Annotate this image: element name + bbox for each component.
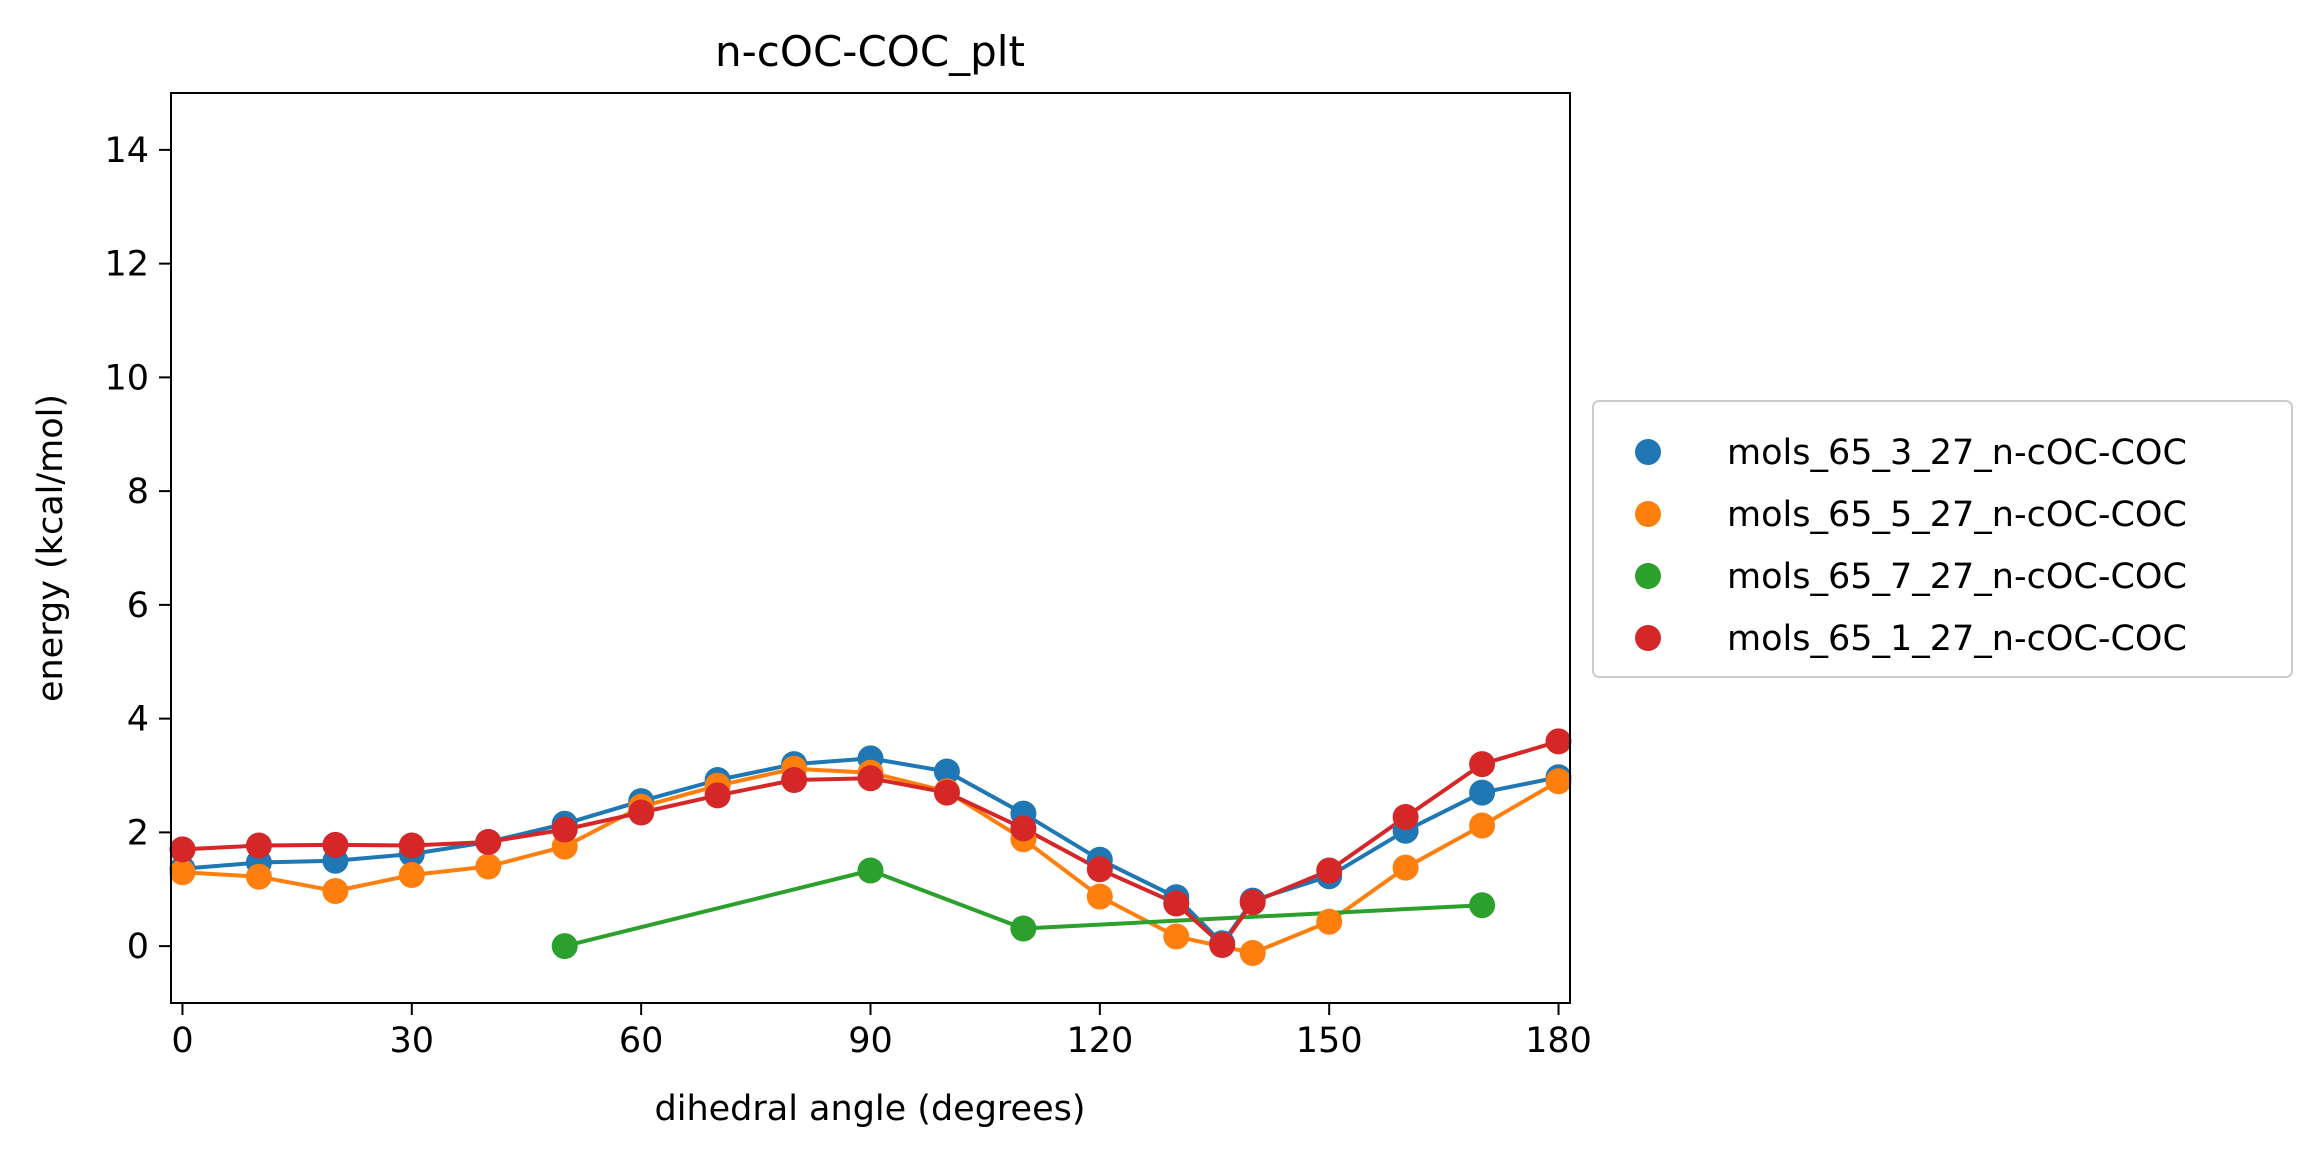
data-point-s2-2 bbox=[322, 878, 349, 904]
legend-marker-1 bbox=[1635, 439, 1661, 465]
data-point-s4-0 bbox=[169, 836, 196, 863]
x-tick-label-180: 180 bbox=[1525, 1021, 1592, 1061]
y-tick-label-14: 14 bbox=[104, 131, 149, 171]
y-tick-label-4: 4 bbox=[127, 700, 149, 740]
data-point-s2-17 bbox=[1469, 812, 1496, 839]
data-point-s4-18 bbox=[1469, 751, 1496, 778]
x-tick-label-90: 90 bbox=[848, 1021, 893, 1061]
y-tick-label-2: 2 bbox=[127, 813, 149, 853]
ticks-layer: 0 30 60 90 120 150 180 0 2 4 6 8 10 12 14 bbox=[104, 131, 1591, 1061]
data-point-s4-11 bbox=[1010, 815, 1037, 842]
legend-label-3: mols_65_7_27_n-cOC-COC bbox=[1727, 557, 2187, 597]
y-tick-label-8: 8 bbox=[127, 472, 149, 512]
y-tick-label-12: 12 bbox=[104, 245, 149, 285]
legend-frame bbox=[1592, 400, 2293, 678]
data-point-s2-15 bbox=[1316, 908, 1343, 935]
data-point-s4-5 bbox=[551, 816, 578, 843]
data-point-s4-4 bbox=[475, 829, 502, 855]
data-point-s4-2 bbox=[322, 831, 349, 858]
data-point-s4-16 bbox=[1316, 857, 1343, 884]
y-axis-title: energy (kcal/mol) bbox=[31, 394, 71, 702]
legend-marker-3 bbox=[1635, 563, 1661, 589]
data-point-s3-3 bbox=[1469, 892, 1496, 919]
data-point-s4-12 bbox=[1086, 856, 1113, 883]
plot-layer bbox=[169, 728, 1572, 966]
data-point-s4-7 bbox=[704, 782, 731, 809]
x-tick-label-0: 0 bbox=[171, 1021, 193, 1061]
data-point-s4-6 bbox=[628, 799, 655, 826]
data-point-s4-13 bbox=[1163, 890, 1190, 917]
data-point-s1-10 bbox=[933, 758, 960, 785]
data-point-s4-17 bbox=[1392, 804, 1419, 830]
legend-label-2: mols_65_5_27_n-cOC-COC bbox=[1727, 495, 2187, 535]
x-axis-title: dihedral angle (degrees) bbox=[655, 1089, 1086, 1129]
legend-label-1: mols_65_3_27_n-cOC-COC bbox=[1727, 433, 2187, 473]
x-tick-label-120: 120 bbox=[1066, 1021, 1133, 1061]
legend: mols_65_3_27_n-cOC-COC mols_65_5_27_n-cOC… bbox=[1592, 400, 2293, 678]
data-point-s4-19 bbox=[1545, 728, 1572, 755]
data-point-s4-14 bbox=[1209, 932, 1236, 958]
data-point-s2-14 bbox=[1239, 940, 1266, 966]
data-point-s3-2 bbox=[1010, 915, 1037, 942]
chart-title: n-cOC-COC_plt bbox=[715, 27, 1025, 76]
data-point-s4-8 bbox=[781, 767, 808, 793]
legend-marker-4 bbox=[1635, 625, 1661, 651]
data-point-s4-9 bbox=[857, 765, 884, 792]
data-point-s2-4 bbox=[475, 853, 502, 880]
legend-marker-2 bbox=[1635, 501, 1661, 527]
data-point-s2-16 bbox=[1392, 854, 1419, 881]
data-point-s2-13 bbox=[1163, 923, 1190, 950]
data-point-s2-12 bbox=[1086, 883, 1113, 910]
legend-items: mols_65_3_27_n-cOC-COC mols_65_5_27_n-cOC… bbox=[1635, 433, 2187, 659]
x-tick-label-60: 60 bbox=[619, 1021, 664, 1061]
data-point-s4-15 bbox=[1239, 889, 1266, 916]
data-point-s2-1 bbox=[245, 863, 272, 890]
x-tick-label-150: 150 bbox=[1296, 1021, 1363, 1061]
x-tick-label-30: 30 bbox=[390, 1021, 435, 1061]
data-point-s2-3 bbox=[398, 862, 425, 888]
data-point-s3-0 bbox=[551, 933, 578, 960]
data-point-s4-3 bbox=[398, 832, 425, 859]
data-point-s4-1 bbox=[245, 832, 272, 859]
legend-label-4: mols_65_1_27_n-cOC-COC bbox=[1727, 619, 2187, 659]
y-tick-label-0: 0 bbox=[127, 927, 149, 967]
y-tick-label-10: 10 bbox=[104, 358, 149, 398]
series-line-3 bbox=[564, 868, 1483, 949]
data-point-s1-18 bbox=[1469, 779, 1496, 806]
data-point-s4-10 bbox=[933, 779, 960, 806]
data-point-s2-18 bbox=[1545, 768, 1572, 795]
y-tick-label-6: 6 bbox=[127, 586, 149, 626]
data-point-s3-1 bbox=[857, 857, 884, 884]
data-point-s2-0 bbox=[169, 859, 196, 886]
